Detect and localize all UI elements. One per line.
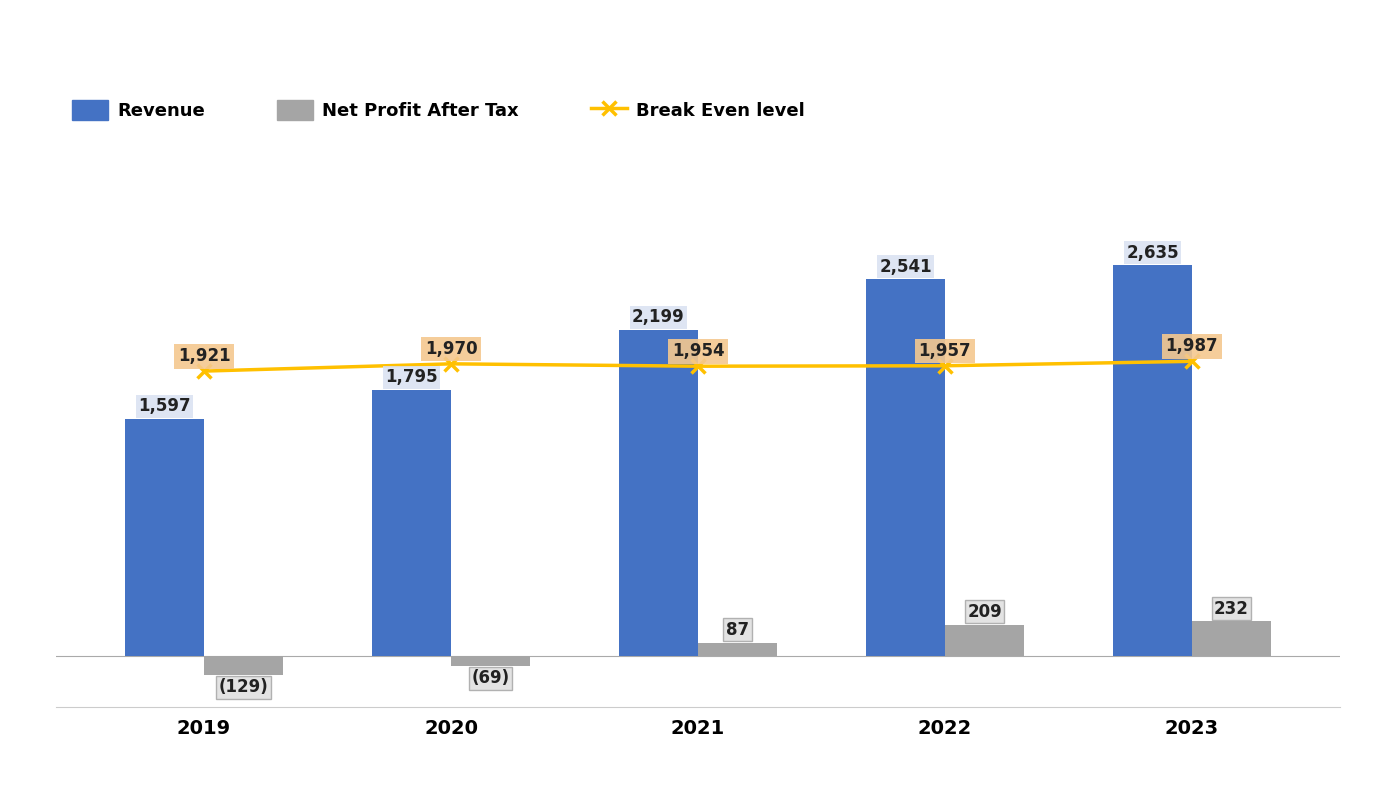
Text: 1,987: 1,987 — [1166, 337, 1219, 355]
Bar — [1192, 621, 1270, 656]
Bar — [698, 643, 778, 656]
Bar — [451, 656, 530, 666]
Text: 2,541: 2,541 — [879, 258, 931, 276]
Bar — [945, 625, 1025, 656]
Bar — [204, 656, 283, 674]
Legend: Revenue, Net Profit After Tax, Break Even level: Revenue, Net Profit After Tax, Break Eve… — [64, 93, 812, 127]
Text: 1,954: 1,954 — [671, 342, 725, 360]
Text: (69): (69) — [472, 670, 510, 688]
Text: 2,635: 2,635 — [1127, 244, 1178, 262]
Text: 1,597: 1,597 — [138, 398, 191, 415]
Text: 1,795: 1,795 — [385, 368, 438, 386]
Text: 1,970: 1,970 — [424, 340, 477, 358]
Bar — [1113, 266, 1192, 656]
Text: 232: 232 — [1215, 600, 1249, 618]
Bar — [371, 390, 451, 656]
Bar — [866, 279, 945, 656]
Text: 2,199: 2,199 — [632, 308, 685, 326]
Text: (129): (129) — [219, 678, 268, 696]
Bar — [126, 419, 204, 656]
Text: 209: 209 — [967, 603, 1002, 621]
Text: 1,921: 1,921 — [177, 347, 230, 365]
Bar — [618, 330, 698, 656]
Text: 1,957: 1,957 — [919, 342, 972, 360]
Text: 87: 87 — [726, 621, 750, 639]
Text: Break Even Chart ($'000): Break Even Chart ($'000) — [501, 71, 895, 98]
